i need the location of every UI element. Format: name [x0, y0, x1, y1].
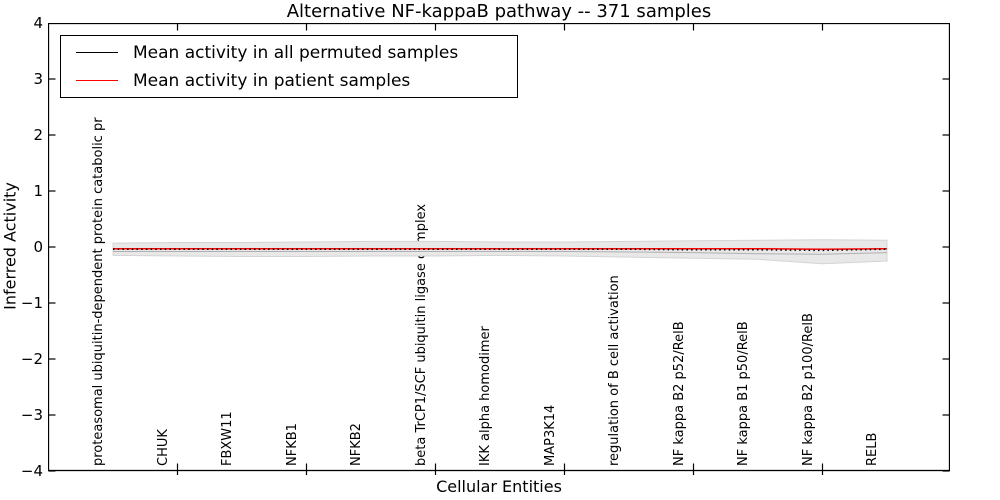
y-tick-label: 3 — [33, 70, 43, 88]
plot-area — [48, 23, 950, 475]
y-tick-label: −2 — [20, 350, 43, 368]
y-tick-label: 0 — [33, 238, 43, 256]
legend-item-permuted: Mean activity in all permuted samples — [61, 39, 517, 67]
permuted-mean-line — [113, 248, 888, 252]
y-tick-label: 1 — [33, 182, 43, 200]
chart-title: Alternative NF-kappaB pathway -- 371 sam… — [286, 1, 712, 22]
legend-line-sample-permuted-icon — [76, 52, 118, 53]
legend-line-sample-patient-icon — [76, 80, 118, 81]
band-inner-edge-line — [113, 251, 888, 255]
y-tick-label: −1 — [20, 294, 43, 312]
y-tick-label: −3 — [20, 406, 43, 424]
legend-label-patient: Mean activity in patient samples — [133, 70, 411, 91]
patient-mean-line — [113, 247, 888, 250]
y-tick-label: −4 — [20, 462, 43, 480]
legend-item-patient: Mean activity in patient samples — [61, 67, 517, 95]
legend-label-permuted: Mean activity in all permuted samples — [133, 42, 459, 63]
y-tick-label: 2 — [33, 126, 43, 144]
y-tick-label: 4 — [33, 14, 43, 32]
legend: Mean activity in all permuted samples Me… — [60, 35, 518, 98]
x-axis-label: Cellular Entities — [436, 477, 562, 496]
